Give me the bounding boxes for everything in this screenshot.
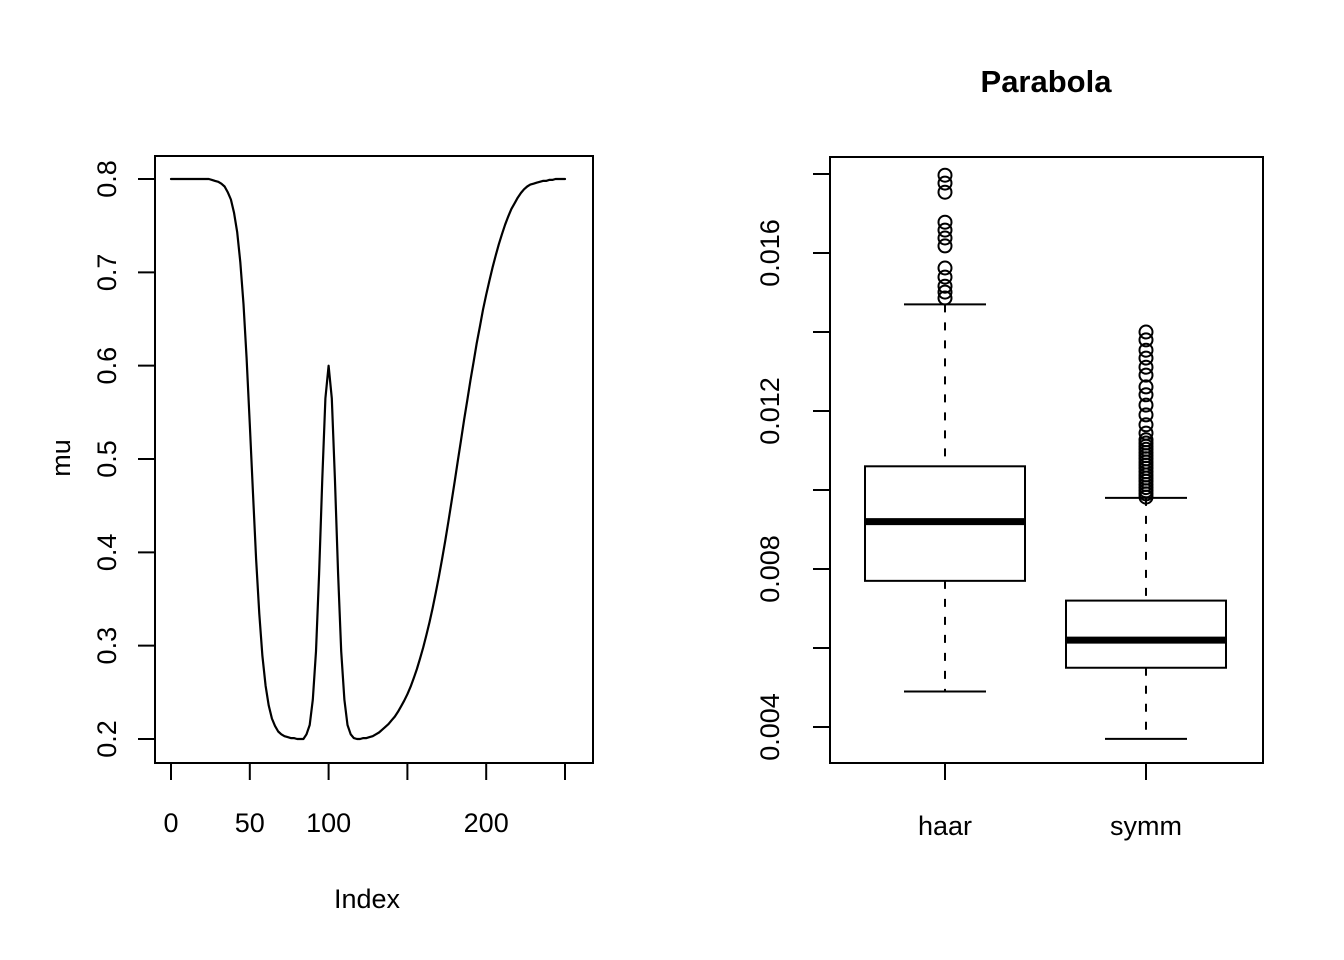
outlier-point-symm: [1138, 342, 1154, 358]
outlier-point-symm: [1138, 332, 1154, 348]
left-x-tick-label: 0: [163, 808, 178, 838]
outlier-point-symm: [1138, 417, 1154, 433]
left-y-tick-label: 0.3: [92, 627, 122, 665]
left-plot-ylabel: mu: [46, 439, 76, 477]
left-x-tick-label: 50: [235, 808, 265, 838]
left-y-tick-label: 0.8: [92, 160, 122, 198]
generated-plot-layer: 0.2 0.3 0.4 0.5 0.6 0.7 0.8 0 50 100 200 0.004 0.008…: [92, 155, 1264, 841]
right-plot-frame: [829, 156, 1264, 764]
outlier-point-haar: [937, 175, 953, 191]
outlier-point-haar: [937, 184, 953, 200]
left-y-tick-label: 0.6: [92, 347, 122, 385]
left-y-tick-label: 0.7: [92, 254, 122, 292]
category-label-haar: haar: [918, 811, 972, 841]
outlier-point-symm: [1138, 350, 1154, 366]
outlier-point-haar: [937, 230, 953, 246]
outlier-point-symm: [1138, 489, 1154, 505]
right-y-tick-label: 0.012: [755, 377, 785, 445]
left-y-tick-label: 0.5: [92, 440, 122, 478]
right-y-tick-label: 0.008: [755, 535, 785, 603]
outlier-point-haar: [937, 238, 953, 254]
outlier-point-haar: [937, 260, 953, 276]
outlier-point-symm: [1138, 397, 1154, 413]
outlier-point-haar: [937, 269, 953, 285]
outlier-point-haar: [937, 278, 953, 294]
right-plot-title: Parabola: [981, 64, 1113, 99]
outlier-point-symm: [1138, 359, 1154, 375]
right-y-tick-label: 0.004: [755, 693, 785, 761]
left-y-tick-label: 0.2: [92, 720, 122, 758]
left-x-tick-label: 200: [464, 808, 509, 838]
outlier-point-symm: [1138, 367, 1154, 383]
outlier-point-symm: [1138, 407, 1154, 423]
outlier-point-haar: [937, 290, 953, 306]
outlier-point-haar: [937, 214, 953, 230]
outlier-point-symm: [1138, 379, 1154, 395]
left-x-tick-label: 100: [306, 808, 351, 838]
left-plot-frame: [154, 155, 594, 764]
right-y-tick-label: 0.016: [755, 219, 785, 287]
left-y-tick-label: 0.4: [92, 534, 122, 572]
category-label-symm: symm: [1110, 811, 1182, 841]
outlier-point-symm: [1138, 387, 1154, 403]
outlier-point-haar: [937, 284, 953, 300]
iqr-box-symm: [1065, 599, 1227, 669]
outlier-point-haar: [937, 222, 953, 238]
outlier-point-haar: [937, 167, 953, 183]
left-plot-xlabel: Index: [334, 884, 401, 914]
mu-curve: [169, 177, 567, 741]
outlier-point-symm: [1138, 324, 1154, 340]
